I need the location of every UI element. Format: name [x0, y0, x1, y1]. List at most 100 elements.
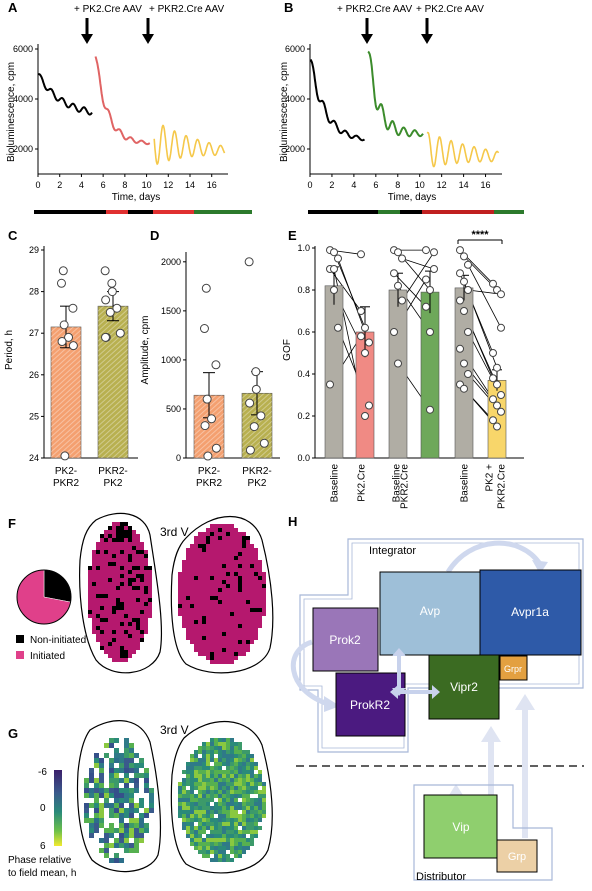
data-point [112, 303, 122, 313]
category-label: PK2- [198, 466, 220, 477]
double-arrow-icon [392, 648, 406, 696]
x-tick-label: 2 [57, 180, 62, 190]
data-point [107, 287, 117, 297]
grpr-label: Grpr [504, 664, 522, 674]
data-point [430, 248, 438, 257]
data-point [464, 260, 472, 269]
prok2-box [312, 607, 379, 672]
arrow-head-icon [532, 560, 548, 574]
y-axis-label-b: Bioluminescence, cpm [279, 62, 290, 162]
category-label: PKR2.Cre [497, 464, 508, 509]
avpr1a-box [479, 569, 582, 656]
arrow-label-b2: + PK2.Cre AAV [416, 4, 484, 15]
data-point [365, 338, 373, 347]
trace-pk2cre-b [426, 131, 500, 168]
x-tick-label: 0 [35, 180, 40, 190]
category-label: PK2.Cre [357, 464, 368, 502]
data-point [334, 323, 342, 332]
data-point [357, 332, 365, 341]
x-tick-label: 12 [163, 180, 173, 190]
y-axis-label-d: Amplitude, cpm [140, 316, 151, 385]
x-tick-label: 16 [481, 180, 491, 190]
data-point [68, 341, 78, 351]
prokr2-box [335, 672, 406, 737]
category-label: PKR2 [53, 478, 80, 489]
legend-swatch-initiated [16, 651, 24, 659]
y-tick-label: 4000 [285, 94, 305, 104]
y-ticks-a: 2000 4000 6000 [13, 44, 38, 154]
data-point [357, 307, 365, 315]
x-tick-label: 14 [185, 180, 195, 190]
bar-hatch [51, 326, 81, 458]
data-point [330, 286, 338, 294]
data-point [326, 380, 334, 389]
y-tick-label: 1.0 [297, 243, 310, 253]
data-point [259, 438, 269, 448]
bar [420, 291, 440, 459]
data-point [207, 414, 217, 424]
y-axis-label-c: Period, h [4, 330, 15, 370]
data-point [56, 278, 66, 288]
category-label: PK2 + [485, 464, 496, 492]
y-ticks-b: 2000 4000 6000 [285, 44, 310, 154]
data-point [426, 328, 434, 336]
panel-c: C Period, h 24 25 26 27 28 29 PK2- PKR2 PKR2-… [4, 228, 138, 489]
arrow-icon [81, 18, 93, 44]
data-point [105, 307, 115, 317]
distributor-label: Distributor [416, 871, 466, 883]
data-point [422, 302, 430, 311]
y-tick-label: 500 [166, 404, 181, 414]
data-point [464, 286, 472, 294]
data-point [390, 269, 398, 278]
initiation-map-left [88, 522, 152, 662]
panel-label-h: H [288, 514, 297, 529]
vipr2-box [428, 654, 500, 720]
condition-bar-a [34, 210, 252, 214]
category-label: PKR2- [242, 466, 271, 477]
data-point [115, 328, 125, 338]
data-point [456, 296, 464, 305]
data-point [426, 286, 434, 294]
data-point [460, 359, 468, 368]
ventricle-label-f: 3rd V [160, 525, 189, 539]
arrow-icon [361, 18, 373, 44]
integrator-label: Integrator [369, 545, 416, 557]
legend-label-non-initiated: Non-initiated [30, 635, 86, 646]
data-point [398, 254, 406, 263]
data-point [101, 295, 111, 305]
legend-label-initiated: Initiated [30, 651, 65, 662]
y-tick-label: 1500 [161, 306, 181, 316]
phase-map-left [84, 738, 154, 863]
colorbar-label-mid: 0 [40, 803, 46, 814]
data-point [489, 395, 497, 404]
category-label: PK2- [55, 466, 77, 477]
condition-bar-b [308, 210, 524, 214]
arrow-label-b1: + PKR2.Cre AAV [337, 4, 412, 15]
panel-label-b: B [284, 0, 293, 15]
panel-f: F 3rd V Non-initiated Initiated [8, 512, 274, 674]
x-axis-label-a: Time, days [112, 192, 161, 203]
data-point [497, 407, 505, 416]
y-tick-label: 2000 [161, 257, 181, 267]
x-tick-label: 16 [207, 180, 217, 190]
error-bar [360, 306, 370, 358]
avp-label: Avp [420, 604, 441, 618]
data-point [394, 281, 402, 290]
data-point [251, 367, 261, 377]
brain-slice-outline-right [170, 516, 274, 674]
panel-label-c: C [8, 228, 18, 243]
y-tick-label: 26 [29, 370, 39, 380]
data-point [245, 445, 255, 455]
y-tick-label: 0.4 [297, 369, 310, 379]
y-ticks-c: 24 25 26 27 28 29 [29, 245, 44, 463]
arrow-label-a2: + PKR2.Cre AAV [149, 4, 224, 15]
data-point [107, 278, 117, 288]
data-point [211, 360, 221, 370]
y-tick-label: 28 [29, 287, 39, 297]
panel-label-d: D [150, 228, 159, 243]
trace-pk2cre-a [94, 56, 151, 146]
brain-slice-outline-left [79, 512, 163, 674]
x-tick-label: 0 [307, 180, 312, 190]
data-point [460, 252, 468, 261]
